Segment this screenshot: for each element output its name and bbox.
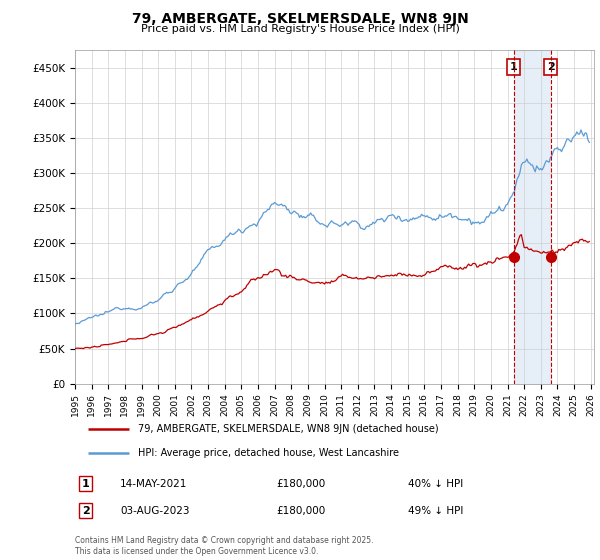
Text: HPI: Average price, detached house, West Lancashire: HPI: Average price, detached house, West… (137, 448, 398, 458)
Text: 14-MAY-2021: 14-MAY-2021 (120, 479, 187, 489)
Text: Contains HM Land Registry data © Crown copyright and database right 2025.
This d: Contains HM Land Registry data © Crown c… (75, 536, 373, 556)
Text: Price paid vs. HM Land Registry's House Price Index (HPI): Price paid vs. HM Land Registry's House … (140, 24, 460, 34)
Text: £180,000: £180,000 (276, 479, 325, 489)
Text: 03-AUG-2023: 03-AUG-2023 (120, 506, 190, 516)
Text: 40% ↓ HPI: 40% ↓ HPI (408, 479, 463, 489)
Text: 2: 2 (547, 62, 554, 72)
Text: 79, AMBERGATE, SKELMERSDALE, WN8 9JN (detached house): 79, AMBERGATE, SKELMERSDALE, WN8 9JN (de… (137, 424, 438, 434)
Text: 1: 1 (510, 62, 518, 72)
Text: 79, AMBERGATE, SKELMERSDALE, WN8 9JN: 79, AMBERGATE, SKELMERSDALE, WN8 9JN (131, 12, 469, 26)
Text: 2: 2 (82, 506, 89, 516)
Text: 1: 1 (82, 479, 89, 489)
Text: 49% ↓ HPI: 49% ↓ HPI (408, 506, 463, 516)
Text: £180,000: £180,000 (276, 506, 325, 516)
